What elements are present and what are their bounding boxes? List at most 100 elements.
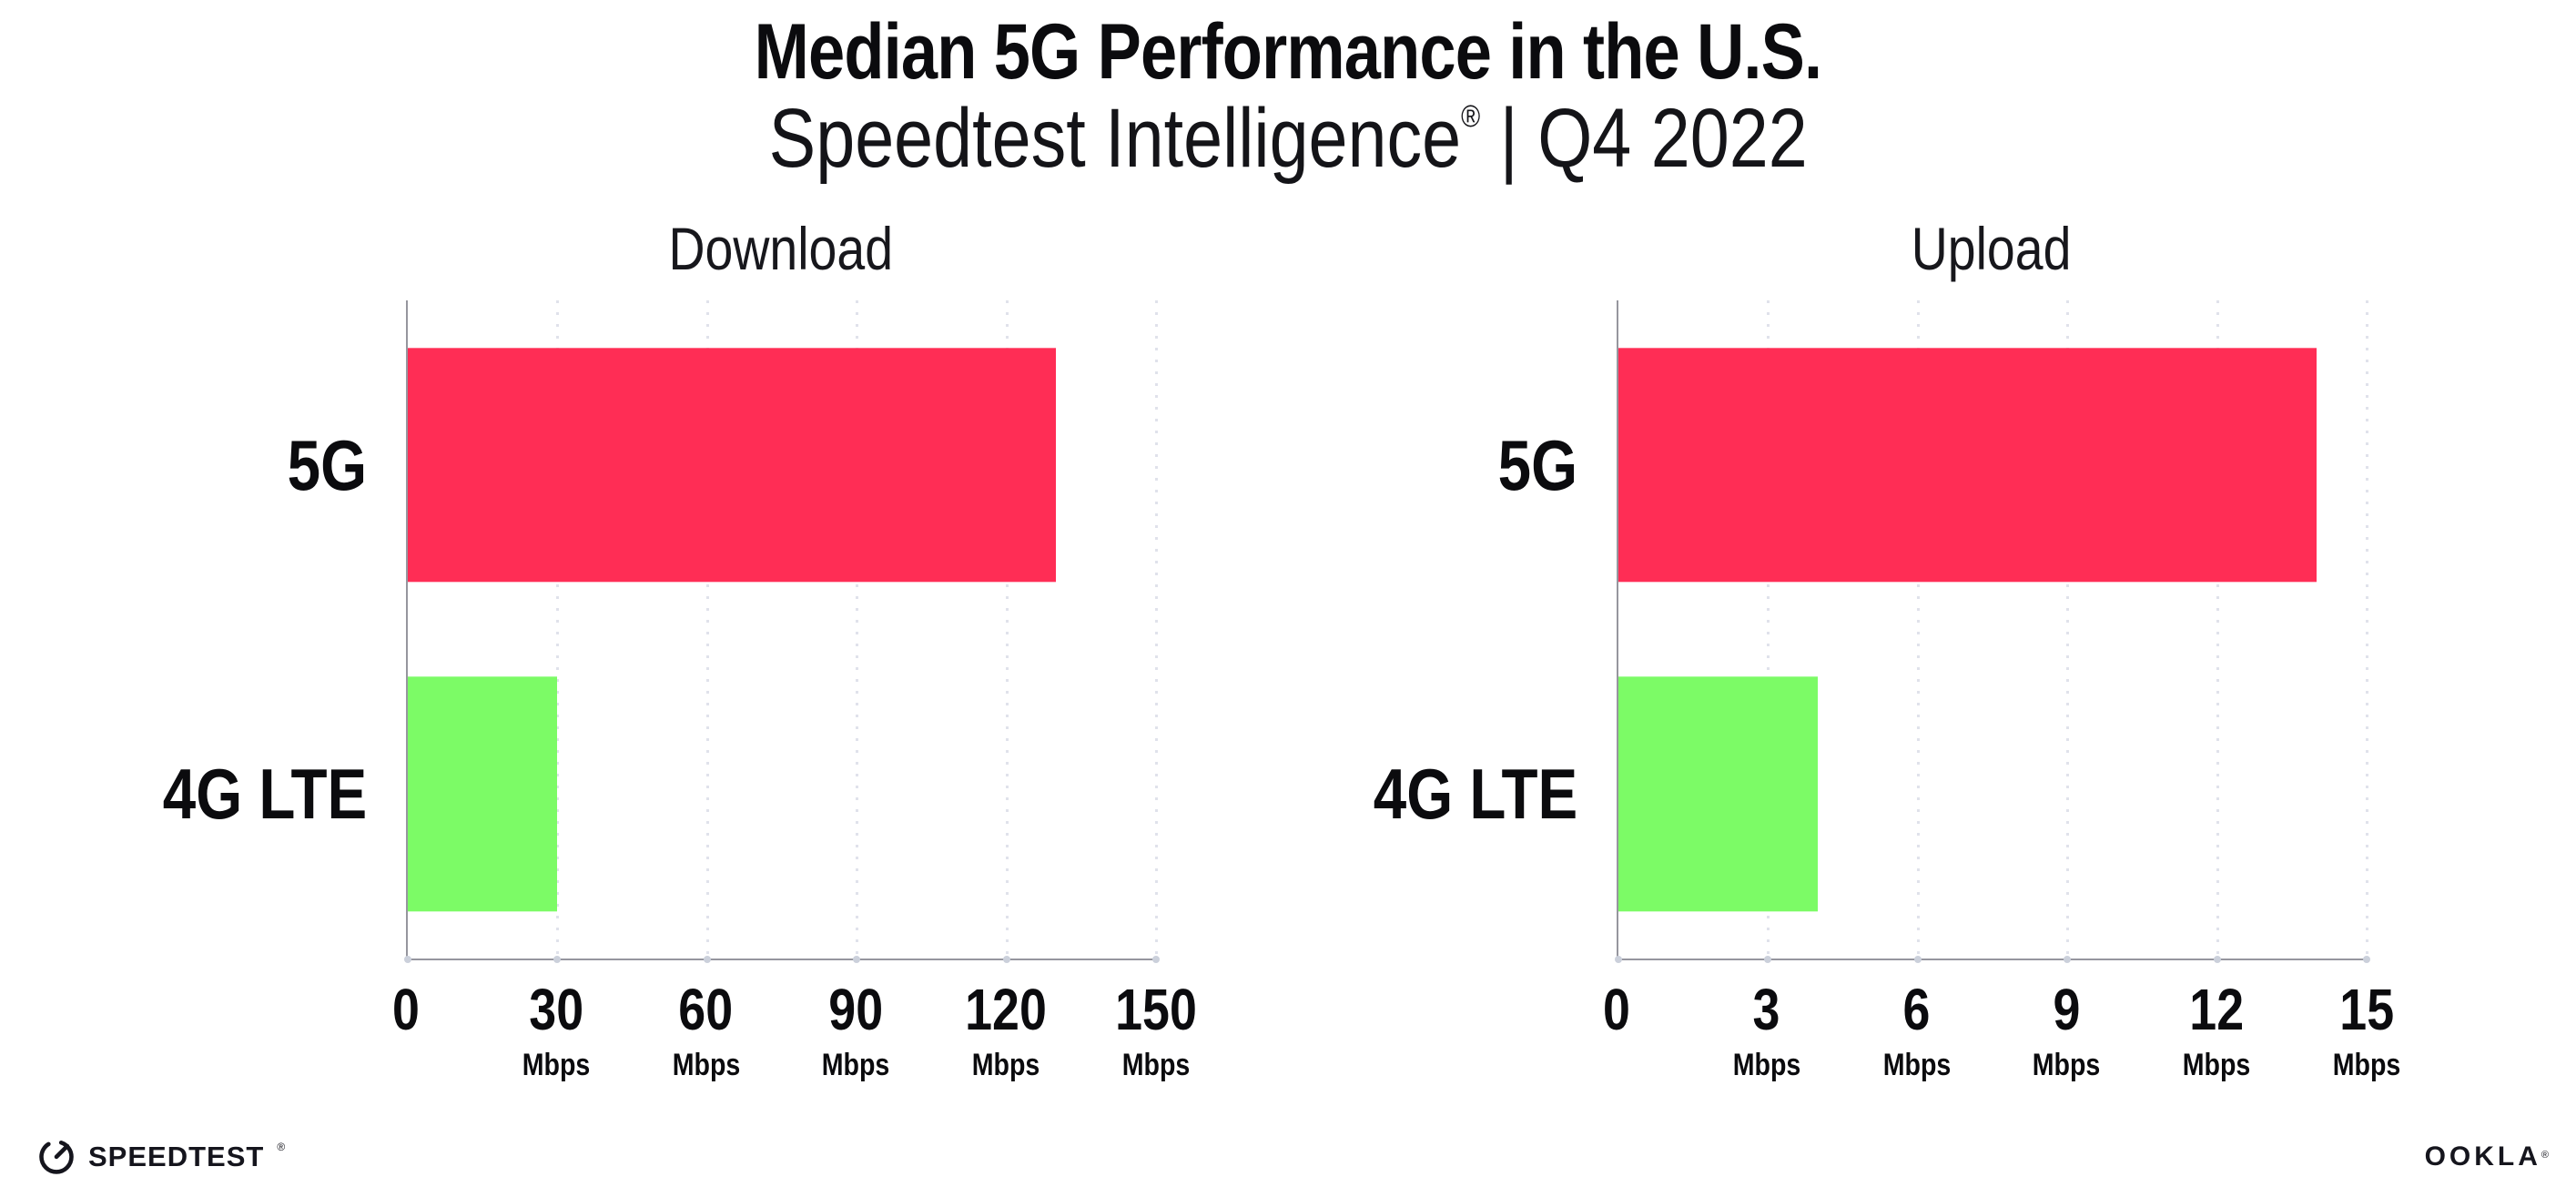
x-tick-unit-text: Mbps [2332,1048,2401,1082]
x-tick-value: 15 [2327,980,2408,1039]
upload-x-axis-labels: 0 3 Mbps 6 Mbps 9 Mbps 12 Mbps 15 Mbps [1603,980,2400,1108]
x-tick-unit: Mbps [2026,1050,2107,1080]
x-tick-unit-text: Mbps [2033,1048,2101,1082]
category-label-text: 4G LTE [162,754,367,835]
x-tick-value-text: 9 [2053,977,2081,1042]
x-tick-unit: Mbps [1876,1050,1957,1080]
x-tick: 120 Mbps [958,980,1055,1080]
x-tick-value-text: 6 [1902,977,1931,1042]
upload-category-labels: 5G 4G LTE [1195,300,1577,959]
x-tick-value: 12 [2176,980,2257,1039]
x-tick-value-text: 3 [1752,977,1780,1042]
x-tick-unit-text: Mbps [1732,1048,1801,1082]
page-title: Median 5G Performance in the U.S. [0,13,2576,91]
x-tick: 60 Mbps [665,980,746,1080]
gridline [705,300,709,959]
x-tick-unit: Mbps [2327,1050,2408,1080]
speedtest-logo: SPEEDTEST ® [36,1136,285,1176]
category-label-text: 5G [1497,424,1577,505]
x-tick: 15 Mbps [2327,980,2408,1080]
gridline [1767,300,1770,959]
x-tick: 9 Mbps [2026,980,2107,1080]
x-tick-unit-text: Mbps [1121,1048,1191,1082]
x-tick-unit: Mbps [665,1050,746,1080]
axis-tick-dot [703,956,711,963]
download-plot-area [404,300,1160,963]
x-tick-value: 60 [665,980,746,1039]
ookla-wordmark: OOKLA [2424,1141,2541,1172]
download-category-labels: 5G 4G LTE [0,300,367,959]
x-tick-value-text: 90 [828,977,884,1042]
subtitle-brand: Speedtest Intelligence [768,92,1461,185]
gridline [2216,300,2219,959]
axis-tick-dot [2064,956,2072,963]
x-tick-value: 30 [515,980,596,1039]
subtitle-text: Speedtest Intelligence® | Q4 2022 [768,96,1807,180]
bar-5g [408,348,1057,583]
axis-tick-dot [404,956,411,963]
speedtest-gauge-icon [39,1140,74,1174]
upload-plot-area [1615,300,2370,963]
gridline [856,300,859,959]
x-tick: 30 Mbps [515,980,596,1080]
subtitle-period: | Q4 2022 [1479,92,1808,185]
x-tick: 3 Mbps [1726,980,1807,1080]
x-tick-value-text: 0 [1603,977,1630,1042]
x-tick-value: 6 [1876,980,1957,1039]
upload-chart-title-text: Upload [1912,215,2072,282]
download-chart-title-text: Download [668,215,894,282]
speedtest-registered-icon: ® [277,1141,286,1153]
bar-5g [1618,348,2317,583]
axis-tick-dot [1002,956,1010,963]
gridline [1916,300,1920,959]
axis-tick-dot [1764,956,1772,963]
download-x-axis-labels: 0 30 Mbps 60 Mbps 90 Mbps 120 Mbps 150 Mbps [392,980,1197,1108]
x-tick-value-text: 60 [678,977,734,1042]
category-label-text: 4G LTE [1373,754,1577,835]
download-x-axis-line [406,959,1156,960]
x-tick-value: 90 [816,980,897,1039]
upload-x-axis-line [1617,959,2367,960]
x-tick-value: 9 [2026,980,2107,1039]
x-tick-unit: Mbps [1726,1050,1807,1080]
x-tick-unit-text: Mbps [2182,1048,2251,1082]
x-tick-unit: Mbps [958,1050,1055,1080]
gridline [1155,300,1158,959]
x-tick-value-text: 30 [528,977,583,1042]
speedtest-wordmark: SPEEDTEST [88,1140,265,1172]
x-tick-value-text: 120 [965,977,1048,1042]
ookla-registered-icon: ® [2541,1150,2549,1161]
gridline [2366,300,2368,959]
category-label-text: 5G [287,424,367,505]
x-tick-unit-text: Mbps [522,1048,591,1082]
upload-chart-title: Upload [1617,218,2367,279]
x-tick: 12 Mbps [2176,980,2257,1080]
registered-mark-icon: ® [1460,99,1480,134]
x-tick-value: 0 [390,980,422,1039]
x-tick-value-text: 12 [2189,977,2245,1042]
x-tick: 90 Mbps [816,980,897,1080]
gridline [556,300,560,959]
x-tick-value-text: 0 [392,977,420,1042]
x-tick-value-text: 15 [2339,977,2394,1042]
category-label-4g-lte: 4G LTE [1334,758,1577,829]
x-tick: 6 Mbps [1876,980,1957,1080]
x-tick-unit-text: Mbps [1882,1048,1951,1082]
figure-subtitle: Speedtest Intelligence® | Q4 2022 [0,96,2576,180]
x-tick-unit: Mbps [816,1050,897,1080]
category-label-4g-lte: 4G LTE [124,758,367,829]
x-tick-unit: Mbps [515,1050,596,1080]
x-tick-unit-text: Mbps [822,1048,890,1082]
axis-tick-dot [2363,956,2370,963]
axis-tick-dot [553,956,562,963]
x-tick-value: 3 [1726,980,1807,1039]
download-chart-title: Download [406,218,1156,279]
download-chart-panel: Download 5G 4G LTE 0 30 Mbps 60 Mbps 90 Mbps 120… [163,218,1197,1080]
x-tick: 150 Mbps [1108,980,1205,1080]
x-tick-unit: Mbps [2176,1050,2257,1080]
x-tick-value-text: 150 [1115,977,1197,1042]
x-tick-unit-text: Mbps [672,1048,740,1082]
x-tick: 0 [1600,980,1633,1039]
bar-4g-lte [408,676,558,911]
